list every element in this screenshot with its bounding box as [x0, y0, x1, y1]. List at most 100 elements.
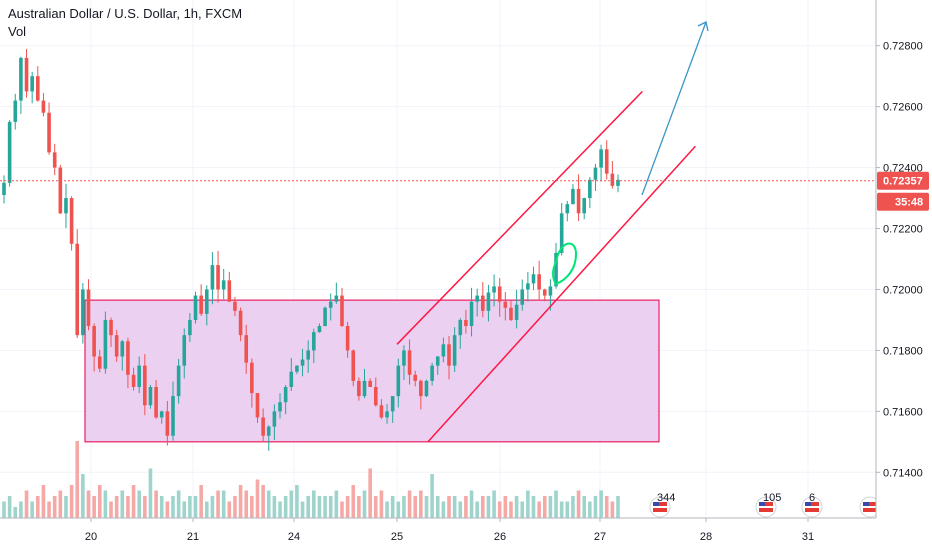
candle-body — [328, 301, 333, 308]
price-tick-label: 0.71600 — [883, 406, 923, 418]
volume-bar — [509, 501, 513, 518]
candle-body — [30, 76, 34, 92]
breakout-highlight-mark[interactable] — [552, 242, 578, 286]
volume-bar — [30, 501, 34, 518]
channel-lower-line[interactable] — [427, 145, 696, 443]
candle-body — [7, 121, 12, 183]
volume-bar — [109, 501, 113, 518]
candle-body — [114, 335, 119, 357]
candle-body — [413, 374, 418, 381]
economic-event-marker[interactable]: 105 — [755, 492, 781, 518]
time-tick-label: 20 — [85, 531, 97, 543]
event-count-label: 105 — [763, 492, 781, 504]
candle-body — [582, 198, 587, 214]
event-markers[interactable]: 344 105 6 — [649, 492, 881, 518]
price-tick-label: 0.71400 — [883, 467, 923, 479]
event-count-label: 6 — [809, 492, 815, 504]
volume-bar — [58, 490, 63, 518]
economic-event-marker[interactable]: 344 — [649, 492, 675, 518]
candle-body — [221, 280, 226, 290]
volume-bar — [47, 501, 51, 518]
candle-body — [481, 295, 485, 311]
volume-bar — [407, 490, 412, 518]
volume-bar — [458, 501, 463, 518]
volume-bar — [244, 490, 249, 518]
volume-bar — [300, 501, 305, 518]
candle-body — [64, 198, 68, 214]
candle-body — [216, 265, 220, 290]
candle-body — [531, 274, 536, 284]
volume-bar — [81, 474, 85, 518]
volume-bar — [97, 485, 102, 518]
candle-body — [357, 380, 361, 397]
volume-bar — [312, 490, 316, 518]
candle-body — [137, 365, 141, 387]
price-badge-value: 0.72357 — [883, 176, 923, 188]
arrow-head — [697, 21, 709, 32]
candle-body — [610, 173, 615, 186]
candle-body — [306, 350, 310, 360]
candle-body — [182, 335, 187, 366]
flag-stripe-white — [759, 506, 773, 508]
volume-bar — [204, 501, 209, 518]
volume-bar — [571, 496, 575, 518]
candlestick-series — [2, 48, 620, 451]
time-tick-label: 24 — [288, 531, 300, 543]
flag-stripe-white — [805, 506, 819, 508]
candle-body — [345, 326, 350, 351]
volume-bar — [357, 496, 361, 518]
volume-bar — [120, 490, 125, 518]
candle-body — [52, 152, 57, 168]
volume-bar — [604, 496, 609, 518]
candle-body — [593, 167, 598, 180]
volume-bar — [362, 490, 367, 518]
volume-bar — [154, 490, 158, 518]
channel-upper-line[interactable] — [396, 90, 643, 345]
volume-bar — [514, 496, 519, 518]
price-axis[interactable]: 0.72800 0.72600 0.72400 0.72200 0.72000 0.718… — [875, 0, 932, 518]
volume-bar — [419, 490, 423, 518]
time-axis[interactable]: 20 21 24 25 26 27 28 31 — [0, 517, 876, 550]
consolidation-range-box[interactable] — [84, 299, 660, 443]
economic-event-marker[interactable]: 6 — [801, 492, 823, 518]
price-badge-bg — [877, 171, 929, 190]
candle-body — [35, 76, 40, 101]
projection-arrow[interactable] — [641, 21, 709, 196]
candle-body — [120, 341, 125, 357]
volume-bar — [402, 496, 406, 518]
volume-bar — [159, 496, 164, 518]
candle-body — [407, 350, 412, 375]
candle-body — [2, 182, 6, 196]
time-tick-label: 21 — [187, 531, 199, 543]
volume-bar — [238, 485, 243, 518]
volume-bar — [503, 496, 508, 518]
candle-body — [362, 380, 367, 397]
candle-body — [402, 350, 406, 366]
candle-body — [193, 295, 198, 320]
candle-body — [272, 411, 277, 427]
volume-bar — [75, 441, 80, 518]
chart-title: Australian Dollar / U.S. Dollar, 1h, FXC… — [8, 6, 243, 21]
candle-body — [559, 213, 564, 253]
volume-bar — [492, 490, 496, 518]
candle-body — [58, 167, 63, 214]
indicator-label: Vol — [8, 24, 27, 39]
volume-bar — [537, 501, 541, 518]
volume-bar — [582, 496, 587, 518]
candle-body — [109, 319, 113, 336]
candle-body — [497, 286, 502, 302]
candle-body — [92, 326, 96, 357]
volume-bar — [447, 496, 451, 518]
economic-event-marker[interactable] — [859, 496, 881, 518]
volume-bar — [464, 496, 468, 518]
volume-bar — [345, 496, 350, 518]
volume-bar — [103, 490, 108, 518]
volume-bar — [452, 496, 457, 518]
volume-bar — [171, 496, 175, 518]
candle-body — [295, 365, 299, 372]
volume-bar — [435, 496, 440, 518]
volume-bar — [221, 490, 226, 518]
volume-bar — [599, 490, 603, 518]
candle-body — [283, 386, 288, 403]
